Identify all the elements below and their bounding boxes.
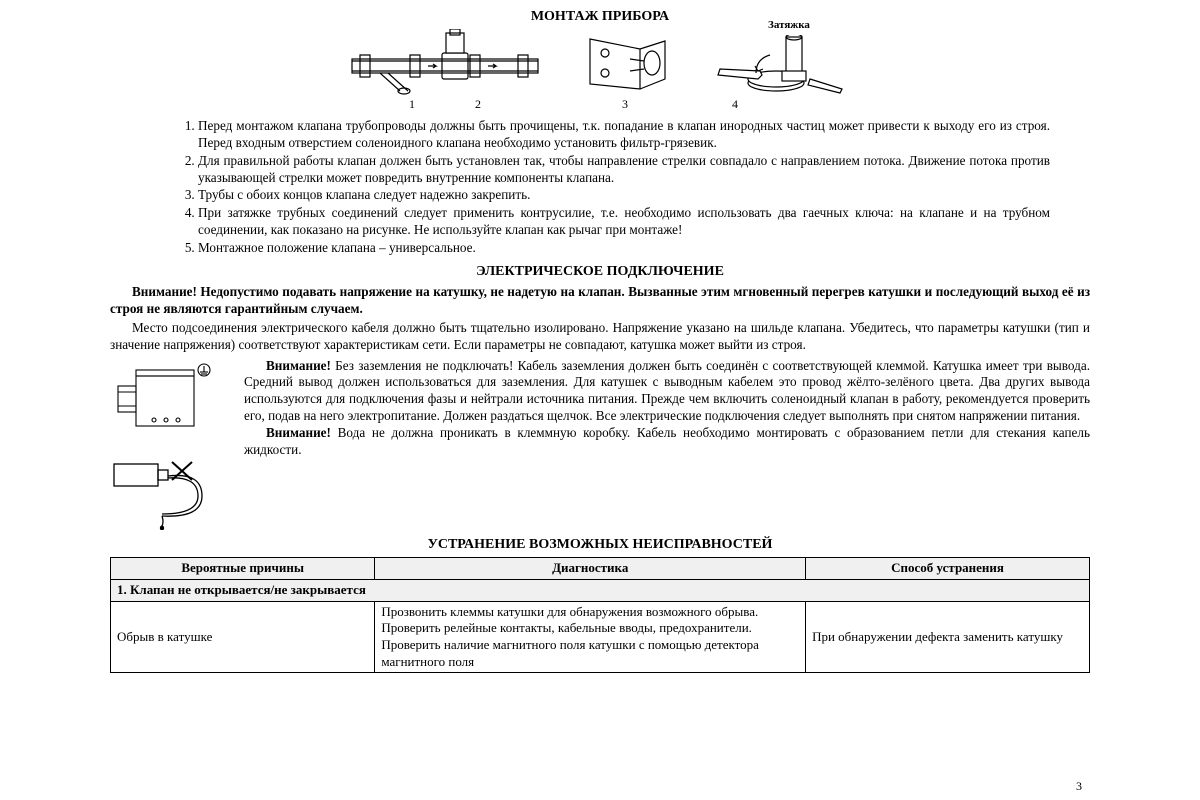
warn3-body: Вода не должна проникать в клеммную коро… (244, 425, 1090, 457)
trouble-title: УСТРАНЕНИЕ ВОЗМОЖНЫХ НЕИСПРАВНОСТЕЙ (110, 536, 1090, 554)
figure-tighten: Затяжка 4 (710, 20, 850, 111)
install-item: Перед монтажом клапана трубопроводы долж… (198, 118, 1050, 152)
fig-num-3: 3 (622, 97, 628, 112)
install-item: При затяжке трубных соединений следует п… (198, 205, 1050, 239)
figures-row: 1 2 3 Затяжка (110, 30, 1090, 112)
install-item: Для правильной работы клапан должен быть… (198, 153, 1050, 187)
elec-right-text: Внимание! Без заземления не подключать! … (244, 358, 1090, 530)
install-title: МОНТАЖ ПРИБОРА (110, 8, 1090, 26)
warn2-label: Внимание! (266, 358, 331, 373)
warn2-body: Без заземления не подключать! Кабель заз… (244, 358, 1090, 424)
install-item: Монтажное положение клапана – универсаль… (198, 240, 1050, 257)
page-number: 3 (1076, 779, 1082, 794)
fig-num-1: 1 (409, 97, 415, 112)
elec-para-1: Место подсоединения электрического кабел… (110, 320, 1090, 354)
fig-num-4: 4 (732, 97, 738, 112)
table-row: Обрыв в катушке Прозвонить клеммы катушк… (111, 601, 1090, 673)
drip-loop-icon (110, 458, 220, 530)
group-row: 1. Клапан не открывается/не закрывается (111, 580, 1090, 602)
fig-num-2: 2 (475, 97, 481, 112)
figure-valve: 1 2 (350, 29, 540, 112)
cell-cause: Обрыв в катушке (111, 601, 375, 673)
tight-label: Затяжка (768, 18, 810, 32)
warn3-label: Внимание! (266, 425, 331, 440)
coil-box-icon (110, 362, 220, 440)
elec-title: ЭЛЕКТРИЧЕСКОЕ ПОДКЛЮЧЕНИЕ (110, 263, 1090, 281)
th-fix: Способ устранения (806, 558, 1090, 580)
th-diag: Диагностика (375, 558, 806, 580)
install-list: Перед монтажом клапана трубопроводы долж… (150, 118, 1050, 257)
install-item: Трубы с обоих концов клапана следует над… (198, 187, 1050, 204)
cell-diag: Прозвонить клеммы катушки для обнаружени… (375, 601, 806, 673)
trouble-table: Вероятные причины Диагностика Способ уст… (110, 557, 1090, 673)
figure-bracket: 3 (570, 29, 680, 112)
cell-fix: При обнаружении дефекта заменить катушку (806, 601, 1090, 673)
elec-two-col: Внимание! Без заземления не подключать! … (110, 358, 1090, 530)
warning-1: Внимание! Недопустимо подавать напряжени… (110, 284, 1090, 318)
side-figures (110, 358, 230, 530)
th-cause: Вероятные причины (111, 558, 375, 580)
